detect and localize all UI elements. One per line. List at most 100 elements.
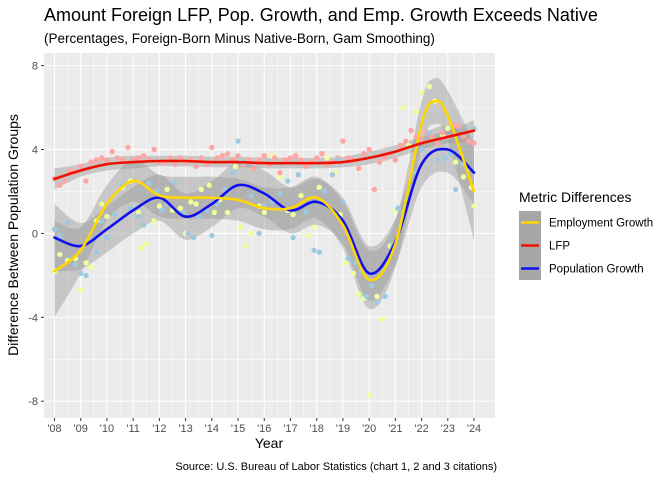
point-lfp — [277, 169, 283, 176]
point-employment-growth — [311, 224, 317, 230]
point-population-growth — [256, 230, 262, 237]
point-population-growth — [78, 270, 84, 276]
y-tick-label: 8 — [32, 61, 38, 73]
point-lfp — [397, 142, 404, 148]
point-employment-growth — [306, 232, 312, 239]
point-lfp — [403, 138, 409, 144]
x-tick-label: '12 — [152, 423, 166, 435]
point-population-growth — [329, 172, 336, 178]
point-population-growth — [285, 178, 291, 184]
point-lfp — [78, 163, 84, 169]
x-tick-label: '09 — [74, 423, 88, 435]
point-employment-growth — [356, 291, 362, 297]
x-axis-ticks: '08 '09 '10 '11 '12 '13 '14 '15 '16 '17 '18 '19 '20 '… — [47, 418, 481, 435]
point-lfp — [62, 178, 68, 184]
point-employment-growth — [366, 392, 372, 398]
point-employment-growth — [78, 287, 84, 293]
point-lfp — [376, 159, 383, 165]
point-lfp — [298, 157, 304, 163]
y-tick-label: 4 — [32, 144, 38, 156]
point-population-growth — [434, 157, 440, 163]
legend-label-population-growth: Population Growth — [549, 264, 644, 276]
x-tick-label: '23 — [441, 423, 455, 435]
point-population-growth — [316, 249, 322, 255]
point-employment-growth — [324, 155, 330, 161]
line-population-growth — [53, 147, 476, 275]
point-population-growth — [185, 230, 191, 237]
point-lfp — [198, 155, 204, 161]
point-population-growth — [321, 188, 328, 195]
smooth-lines — [53, 99, 476, 282]
point-lfp — [340, 138, 346, 144]
point-lfp — [303, 163, 309, 169]
point-lfp — [57, 182, 63, 188]
point-employment-growth — [238, 224, 244, 230]
point-employment-growth — [400, 104, 406, 111]
point-lfp — [382, 155, 388, 161]
point-employment-growth — [232, 163, 239, 169]
y-tick-label: -8 — [28, 396, 38, 408]
point-population-growth — [248, 192, 254, 199]
point-lfp — [193, 163, 199, 169]
point-employment-growth — [104, 213, 110, 220]
point-employment-growth — [88, 264, 94, 270]
point-lfp — [434, 140, 440, 146]
point-lfp — [293, 153, 299, 159]
point-lfp — [235, 153, 241, 159]
point-employment-growth — [83, 260, 89, 266]
point-population-growth — [172, 180, 178, 186]
point-population-growth — [104, 234, 110, 241]
point-employment-growth — [418, 90, 425, 96]
point-employment-growth — [342, 260, 349, 266]
point-population-growth — [159, 207, 165, 213]
point-population-growth — [230, 169, 236, 176]
point-employment-growth — [99, 201, 105, 207]
legend-keys: Employment Growth LFP Population Growth — [519, 211, 653, 280]
x-tick-label: '14 — [205, 423, 219, 435]
point-lfp — [256, 157, 262, 163]
point-lfp — [104, 157, 110, 163]
plot-panel — [44, 53, 495, 418]
point-employment-growth — [290, 211, 296, 218]
point-population-growth — [135, 213, 142, 220]
point-population-growth — [83, 272, 89, 279]
x-tick-label: '22 — [414, 423, 428, 435]
chart-subtitle: (Percentages, Foreign-Born Minus Native-… — [44, 31, 435, 46]
point-lfp — [83, 178, 89, 184]
caption: Source: U.S. Bureau of Labor Statistics … — [175, 461, 497, 473]
legend: Metric Differences Employment Growth LFP P… — [519, 189, 653, 280]
x-tick-label: '13 — [178, 423, 192, 435]
y-axis-label: Difference Between Population Groups — [5, 114, 21, 356]
legend-label-employment-growth: Employment Growth — [549, 218, 653, 230]
point-population-growth — [277, 190, 283, 197]
point-lfp — [167, 155, 173, 161]
x-tick-label: '20 — [362, 423, 376, 435]
point-employment-growth — [298, 192, 304, 199]
point-lfp — [261, 153, 267, 159]
point-employment-growth — [177, 205, 183, 211]
point-employment-growth — [143, 241, 149, 247]
point-employment-growth — [206, 182, 212, 188]
point-lfp — [114, 155, 121, 161]
x-tick-label: '08 — [47, 423, 61, 435]
point-population-growth — [209, 232, 215, 239]
point-lfp — [429, 134, 435, 140]
x-tick-label: '15 — [231, 423, 245, 435]
grid-lines — [44, 53, 495, 418]
point-lfp — [151, 146, 157, 153]
point-lfp — [93, 157, 100, 163]
point-population-growth — [51, 226, 58, 232]
point-population-growth — [99, 218, 105, 224]
point-employment-growth — [445, 125, 451, 132]
point-lfp — [135, 155, 142, 161]
point-lfp — [214, 155, 220, 161]
point-population-growth — [290, 234, 296, 241]
point-employment-growth — [57, 251, 63, 258]
point-employment-growth — [156, 203, 163, 209]
point-population-growth — [395, 205, 401, 211]
point-lfp — [177, 155, 183, 161]
point-population-growth — [64, 220, 71, 226]
y-tick-label: -4 — [28, 312, 38, 324]
point-employment-growth — [316, 184, 322, 190]
